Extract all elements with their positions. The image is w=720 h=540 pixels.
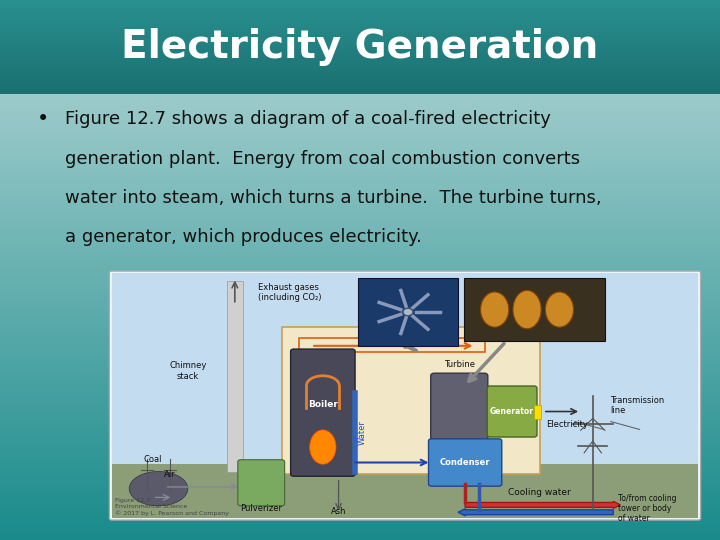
FancyBboxPatch shape [428, 439, 502, 486]
Text: Steam: Steam [379, 330, 408, 339]
Text: Figure 12.7
Environmental Science
© 2017 by L. Pearson and Company: Figure 12.7 Environmental Science © 2017… [115, 498, 229, 516]
Text: •: • [37, 109, 50, 130]
Bar [282, 327, 540, 474]
Text: Water: Water [358, 420, 367, 445]
Text: Cooling water: Cooling water [508, 488, 571, 497]
FancyArrow shape [465, 501, 621, 508]
FancyBboxPatch shape [487, 386, 537, 437]
Text: To/from cooling
tower or body
of water: To/from cooling tower or body of water [618, 494, 677, 523]
FancyBboxPatch shape [238, 460, 284, 506]
FancyBboxPatch shape [431, 373, 488, 447]
Bar [112, 464, 698, 518]
Bar [358, 278, 458, 347]
Ellipse shape [129, 471, 188, 506]
Bar [300, 338, 485, 352]
Bar [227, 281, 243, 472]
Text: Electricity: Electricity [546, 420, 588, 429]
Text: Exhaust gases
(including CO₂): Exhaust gases (including CO₂) [258, 282, 322, 302]
Ellipse shape [513, 291, 541, 329]
Text: Turbine: Turbine [444, 360, 474, 369]
Text: Coal: Coal [143, 455, 162, 464]
Text: Generator: Generator [490, 407, 534, 416]
FancyBboxPatch shape [112, 273, 698, 518]
Bar [534, 404, 541, 418]
Bar [464, 278, 605, 341]
Text: generation plant.  Energy from coal combustion converts: generation plant. Energy from coal combu… [65, 150, 580, 167]
Ellipse shape [310, 430, 336, 464]
FancyArrow shape [458, 509, 613, 516]
Text: Chimney
stack: Chimney stack [169, 361, 207, 381]
Text: Transmission
line: Transmission line [611, 395, 665, 415]
FancyBboxPatch shape [291, 349, 355, 476]
Text: Figure 12.7 shows a diagram of a coal-fired electricity: Figure 12.7 shows a diagram of a coal-fi… [65, 110, 551, 129]
Text: Pulverizer: Pulverizer [240, 504, 282, 514]
Ellipse shape [545, 292, 574, 327]
Text: Condenser: Condenser [440, 458, 490, 467]
Text: a generator, which produces electricity.: a generator, which produces electricity. [65, 228, 422, 246]
Text: Electricity Generation: Electricity Generation [122, 28, 598, 66]
Text: water into steam, which turns a turbine.  The turbine turns,: water into steam, which turns a turbine.… [65, 189, 601, 207]
FancyBboxPatch shape [109, 271, 701, 520]
Ellipse shape [480, 292, 509, 327]
Circle shape [403, 308, 413, 316]
Text: Boiler: Boiler [308, 400, 338, 409]
Text: Ash: Ash [330, 507, 346, 516]
Text: Air: Air [164, 470, 176, 479]
